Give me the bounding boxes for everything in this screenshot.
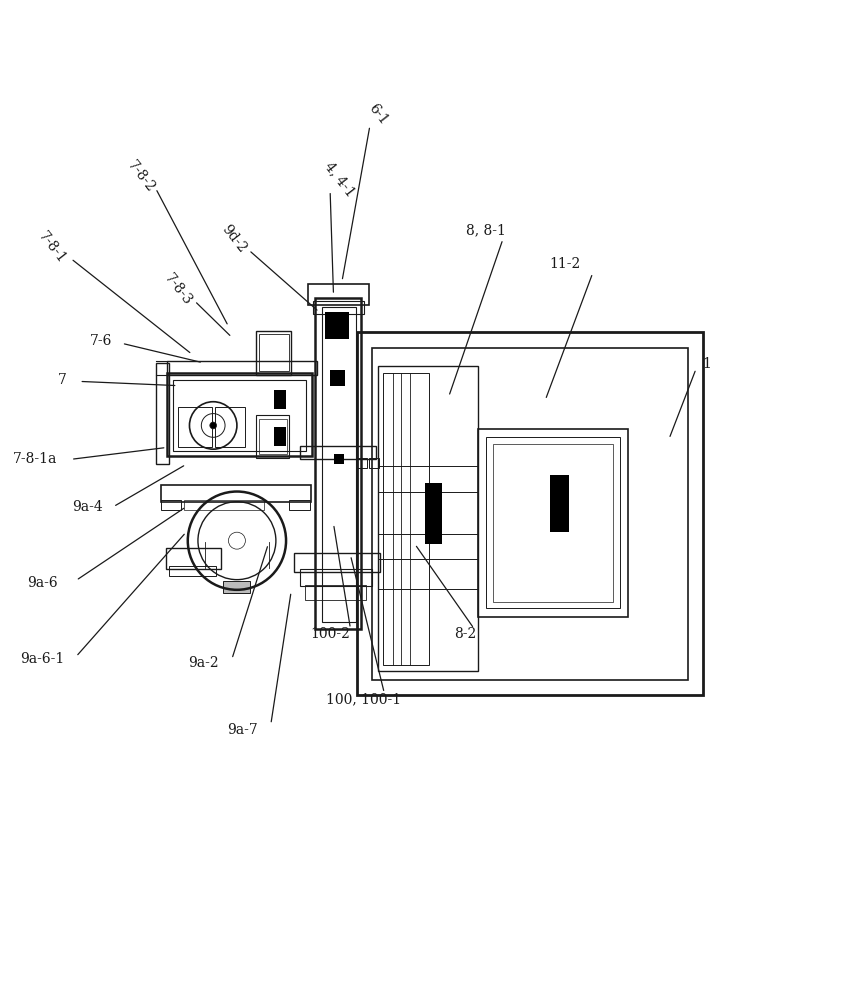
Bar (256, 331, 292, 375)
Bar (299, 446, 376, 459)
Bar (275, 427, 286, 446)
Text: 9a-4: 9a-4 (72, 500, 103, 514)
Text: 100, 100-1: 100, 100-1 (326, 692, 401, 706)
Text: 7-8-2: 7-8-2 (125, 158, 158, 195)
Bar (290, 500, 309, 510)
Text: 7-8-3: 7-8-3 (161, 271, 194, 308)
Bar (275, 390, 286, 408)
Bar (169, 566, 216, 576)
Bar (256, 415, 290, 458)
Bar (372, 348, 688, 680)
Bar (378, 366, 479, 671)
Text: 9a-7: 9a-7 (228, 723, 258, 737)
Bar (215, 407, 245, 447)
Bar (161, 485, 311, 502)
Bar (551, 475, 569, 532)
Text: 7-8-1a: 7-8-1a (13, 452, 58, 466)
Text: 4, 4-1: 4, 4-1 (322, 160, 358, 200)
Bar (304, 585, 366, 600)
Bar (167, 361, 317, 375)
Bar (369, 458, 379, 468)
Circle shape (210, 422, 217, 429)
Text: 6-1: 6-1 (366, 101, 391, 128)
Bar (173, 380, 306, 451)
Text: 1: 1 (702, 357, 711, 371)
Text: 9a-6-1: 9a-6-1 (20, 652, 65, 666)
Text: 100-2: 100-2 (310, 627, 350, 641)
Bar (321, 307, 355, 622)
Bar (224, 581, 251, 593)
Text: 8-2: 8-2 (455, 627, 477, 641)
Bar (156, 363, 169, 464)
Bar (184, 500, 264, 510)
Bar (167, 373, 312, 456)
Text: 9d-2: 9d-2 (219, 222, 250, 256)
Bar (357, 332, 703, 695)
Bar (313, 301, 364, 314)
Bar (478, 429, 628, 617)
Text: 7: 7 (58, 373, 67, 387)
Bar (333, 454, 343, 464)
Bar (161, 500, 181, 510)
Bar (486, 437, 620, 608)
Bar (299, 569, 371, 586)
Bar (425, 483, 442, 544)
Bar (259, 419, 287, 454)
Bar (314, 298, 361, 629)
Text: 11-2: 11-2 (549, 257, 581, 271)
Bar (330, 370, 345, 386)
Text: 7-6: 7-6 (90, 334, 112, 348)
Text: 7-8-1: 7-8-1 (36, 229, 69, 266)
Bar (493, 444, 613, 602)
Bar (294, 553, 380, 572)
Bar (325, 312, 348, 339)
Bar (166, 548, 221, 569)
Text: 8, 8-1: 8, 8-1 (466, 224, 506, 238)
Bar (355, 458, 367, 468)
Text: 9a-2: 9a-2 (188, 656, 218, 670)
Bar (382, 373, 429, 665)
Bar (178, 407, 212, 447)
Bar (308, 284, 369, 305)
Bar (259, 334, 289, 371)
Text: 9a-6: 9a-6 (26, 576, 57, 590)
